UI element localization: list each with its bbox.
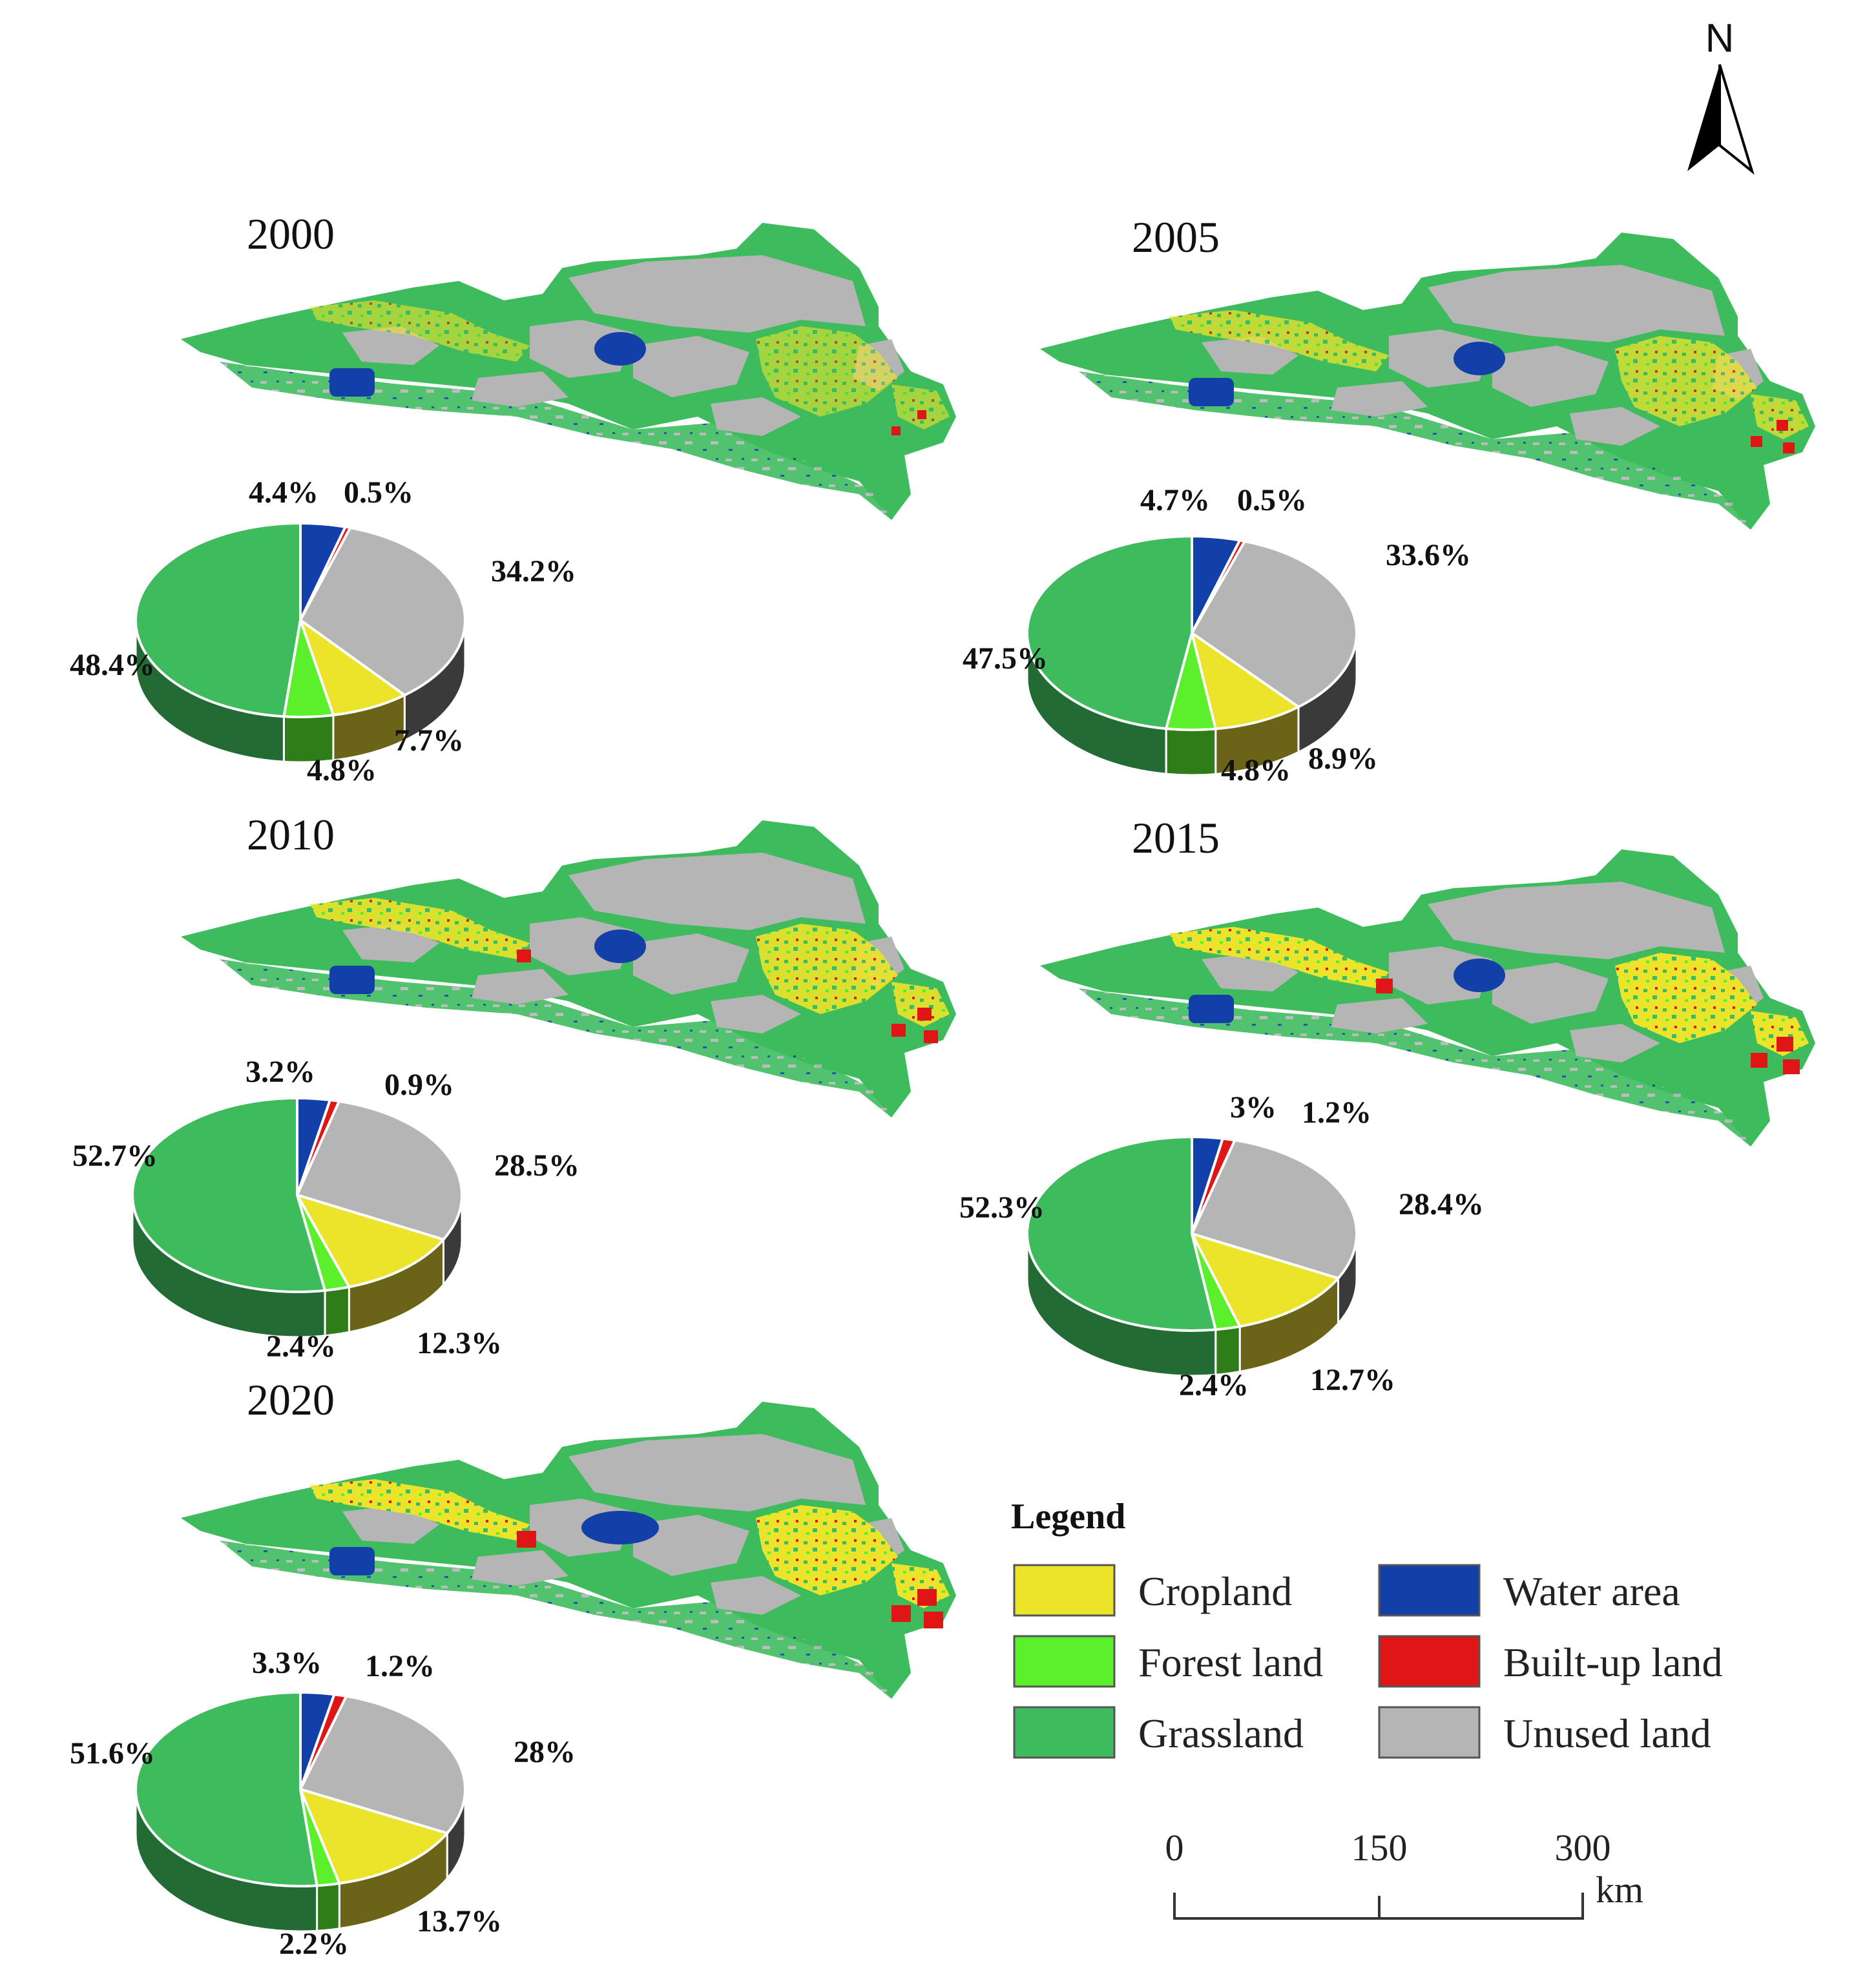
- north-arrow: N: [1687, 16, 1755, 175]
- pie-label-built-up-land: 1.2%: [1302, 1096, 1371, 1130]
- scale-tick-300: 300: [1555, 1827, 1611, 1869]
- pie-label-built-up-land: 0.5%: [1237, 483, 1307, 517]
- pie-label-unused-land: 28%: [514, 1735, 576, 1769]
- legend-label-cropland: Cropland: [1138, 1568, 1292, 1614]
- pie-label-grassland: 52.3%: [959, 1190, 1045, 1225]
- pie-label-grassland: 47.5%: [963, 641, 1048, 676]
- pie-label-cropland: 8.9%: [1308, 742, 1378, 776]
- pie-label-forest-land: 4.8%: [1221, 753, 1291, 787]
- legend-swatch-water: [1378, 1564, 1481, 1617]
- legend-swatch-forest: [1013, 1635, 1116, 1688]
- pie-label-water-area: 3%: [1230, 1090, 1277, 1125]
- year-title-2000: 2000: [247, 209, 335, 258]
- year-titles: 2000 2005 2010 2015 2020: [247, 209, 1220, 1424]
- pie-chart-2005: 4.7% 0.5% 33.6% 8.9% 4.8% 47.5%: [963, 483, 1471, 787]
- legend-label-forest: Forest land: [1138, 1639, 1323, 1685]
- pie-chart-2015: 3% 1.2% 28.4% 12.7% 2.4% 52.3%: [959, 1090, 1484, 1402]
- pie-slice-unused-land: [1190, 539, 1358, 709]
- year-title-2010: 2010: [247, 810, 335, 859]
- scale-tick-0: 0: [1165, 1827, 1184, 1869]
- pie-label-forest-land: 4.8%: [307, 753, 377, 787]
- land-use-map-2000: [181, 223, 956, 520]
- pie-label-forest-land: 2.2%: [279, 1927, 349, 1961]
- year-title-2020: 2020: [247, 1375, 335, 1424]
- pie-label-water-area: 4.7%: [1140, 483, 1210, 517]
- pie-label-cropland: 12.7%: [1310, 1363, 1395, 1397]
- pie-label-grassland: 48.4%: [70, 648, 155, 682]
- legend-swatch-cropland: [1013, 1564, 1116, 1617]
- pie-slice-grassland: [1026, 534, 1193, 731]
- north-arrow-label: N: [1705, 16, 1735, 61]
- pie-label-cropland: 7.7%: [394, 723, 464, 758]
- land-use-map-2005: [1040, 233, 1815, 530]
- year-title-2015: 2015: [1132, 813, 1220, 862]
- land-use-map-2015: [1040, 849, 1815, 1147]
- pie-label-cropland: 12.3%: [417, 1326, 502, 1360]
- pie-label-grassland: 51.6%: [70, 1736, 155, 1771]
- pie-chart-2000: 4.4% 0.5% 34.2% 7.7% 4.8% 48.4%: [70, 475, 576, 787]
- pie-chart-2010: 3.2% 0.9% 28.5% 12.3% 2.4% 52.7%: [72, 1055, 579, 1364]
- pie-side-forest-land: [316, 1882, 340, 1932]
- pie-label-built-up-land: 0.9%: [384, 1068, 454, 1102]
- scale-unit: km: [1596, 1869, 1643, 1911]
- pie-side-forest-land: [324, 1285, 350, 1337]
- legend: Legend Cropland Forest land Grassland Water…: [1011, 1497, 1723, 1759]
- pie-label-water-area: 3.2%: [245, 1055, 315, 1089]
- pie-label-unused-land: 28.4%: [1399, 1187, 1484, 1221]
- pie-slice-grassland: [134, 1690, 318, 1887]
- legend-items: Cropland Forest land Grassland Water area Bu…: [1013, 1564, 1723, 1759]
- pie-slice-unused-land: [295, 1099, 463, 1241]
- legend-label-water: Water area: [1503, 1568, 1680, 1614]
- legend-swatch-unused: [1378, 1706, 1481, 1759]
- legend-swatch-builtup: [1378, 1635, 1481, 1688]
- pie-label-forest-land: 2.4%: [1179, 1368, 1249, 1402]
- scale-tick-150: 150: [1351, 1827, 1408, 1869]
- land-use-map-2010: [181, 820, 956, 1117]
- pie-slice-unused-land: [298, 526, 466, 697]
- pie-slice-cropland: [298, 616, 408, 717]
- pie-label-cropland: 13.7%: [417, 1904, 502, 1938]
- pie-slice-cropland: [1189, 630, 1301, 731]
- pie-slice-cropland: [298, 1787, 450, 1885]
- scale-bar-line: [1173, 1893, 1584, 1920]
- pie-chart-2020: 3.3% 1.2% 28% 13.7% 2.2% 51.6%: [70, 1646, 576, 1961]
- pie-side-forest-land: [1165, 727, 1217, 776]
- pie-label-unused-land: 33.6%: [1386, 538, 1471, 572]
- pie-slice-grassland: [131, 1096, 327, 1293]
- land-use-map-2020: [181, 1402, 956, 1699]
- year-title-2005: 2005: [1132, 213, 1220, 262]
- pie-slice-unused-land: [1190, 1138, 1358, 1280]
- map-panels: [181, 223, 1815, 1699]
- pie-label-grassland: 52.7%: [72, 1139, 158, 1173]
- legend-label-grassland: Grassland: [1138, 1710, 1304, 1756]
- pie-label-unused-land: 28.5%: [494, 1148, 579, 1183]
- pie-label-water-area: 4.4%: [249, 475, 318, 510]
- pie-slice-grassland: [1026, 1135, 1218, 1332]
- pie-slice-grassland: [134, 521, 302, 718]
- pie-slice-unused-land: [298, 1694, 466, 1835]
- pie-label-unused-land: 34.2%: [491, 554, 576, 588]
- pie-label-forest-land: 2.4%: [266, 1329, 336, 1364]
- legend-label-builtup: Built-up land: [1503, 1639, 1723, 1685]
- legend-title: Legend: [1011, 1497, 1125, 1537]
- pie-label-built-up-land: 0.5%: [344, 475, 413, 510]
- pie-label-water-area: 3.3%: [252, 1646, 322, 1680]
- legend-swatch-grassland: [1013, 1706, 1116, 1759]
- legend-label-unused: Unused land: [1503, 1710, 1711, 1756]
- scale-bar: 0 150 300 km: [1165, 1827, 1643, 1920]
- pie-slice-cropland: [294, 1192, 446, 1289]
- pie-charts: 4.4% 0.5% 34.2% 7.7% 4.8% 48.4% 4.7% 0.5% 33.6% 8…: [70, 475, 1484, 1961]
- pie-label-built-up-land: 1.2%: [365, 1649, 435, 1683]
